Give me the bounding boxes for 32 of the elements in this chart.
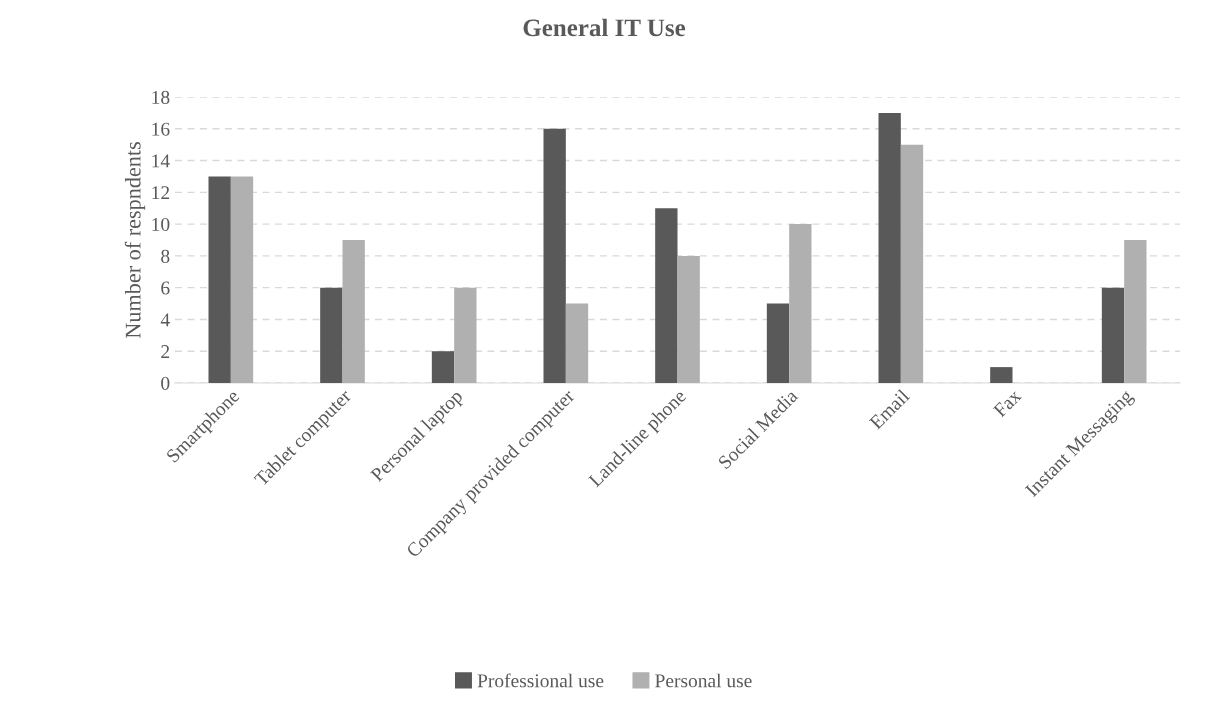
bar [565,303,589,383]
bar [766,303,790,383]
y-axis-title: Number of respndents [124,142,146,339]
bar [789,224,812,383]
bar [1124,240,1147,383]
bar [655,208,678,383]
bar [320,287,343,383]
bar [543,128,566,383]
y-tick-label: 4 [160,313,170,327]
y-tick-label: 8 [161,249,170,263]
bar [677,255,700,383]
legend-label: Personal use [655,673,752,688]
y-tick-label: 16 [152,122,170,136]
bar [900,144,924,383]
bar [342,240,365,383]
bar [454,287,477,383]
bar [230,176,254,383]
bar [1101,287,1125,383]
y-tick-label: 14 [152,154,170,168]
legend-label: Professional use [477,673,604,688]
y-tick-label: 18 [152,90,170,104]
chart-title: General IT Use [523,18,686,37]
bar [208,176,231,383]
x-tick-label: Fax [992,388,1023,418]
y-tick-label: 12 [152,186,170,200]
bar [431,351,455,383]
y-tick-label: 6 [161,281,170,295]
y-tick-label: 0 [161,376,170,390]
y-tick-label: 10 [152,217,170,232]
bar [990,367,1013,383]
bar [878,112,901,383]
y-tick-label: 2 [161,345,170,358]
